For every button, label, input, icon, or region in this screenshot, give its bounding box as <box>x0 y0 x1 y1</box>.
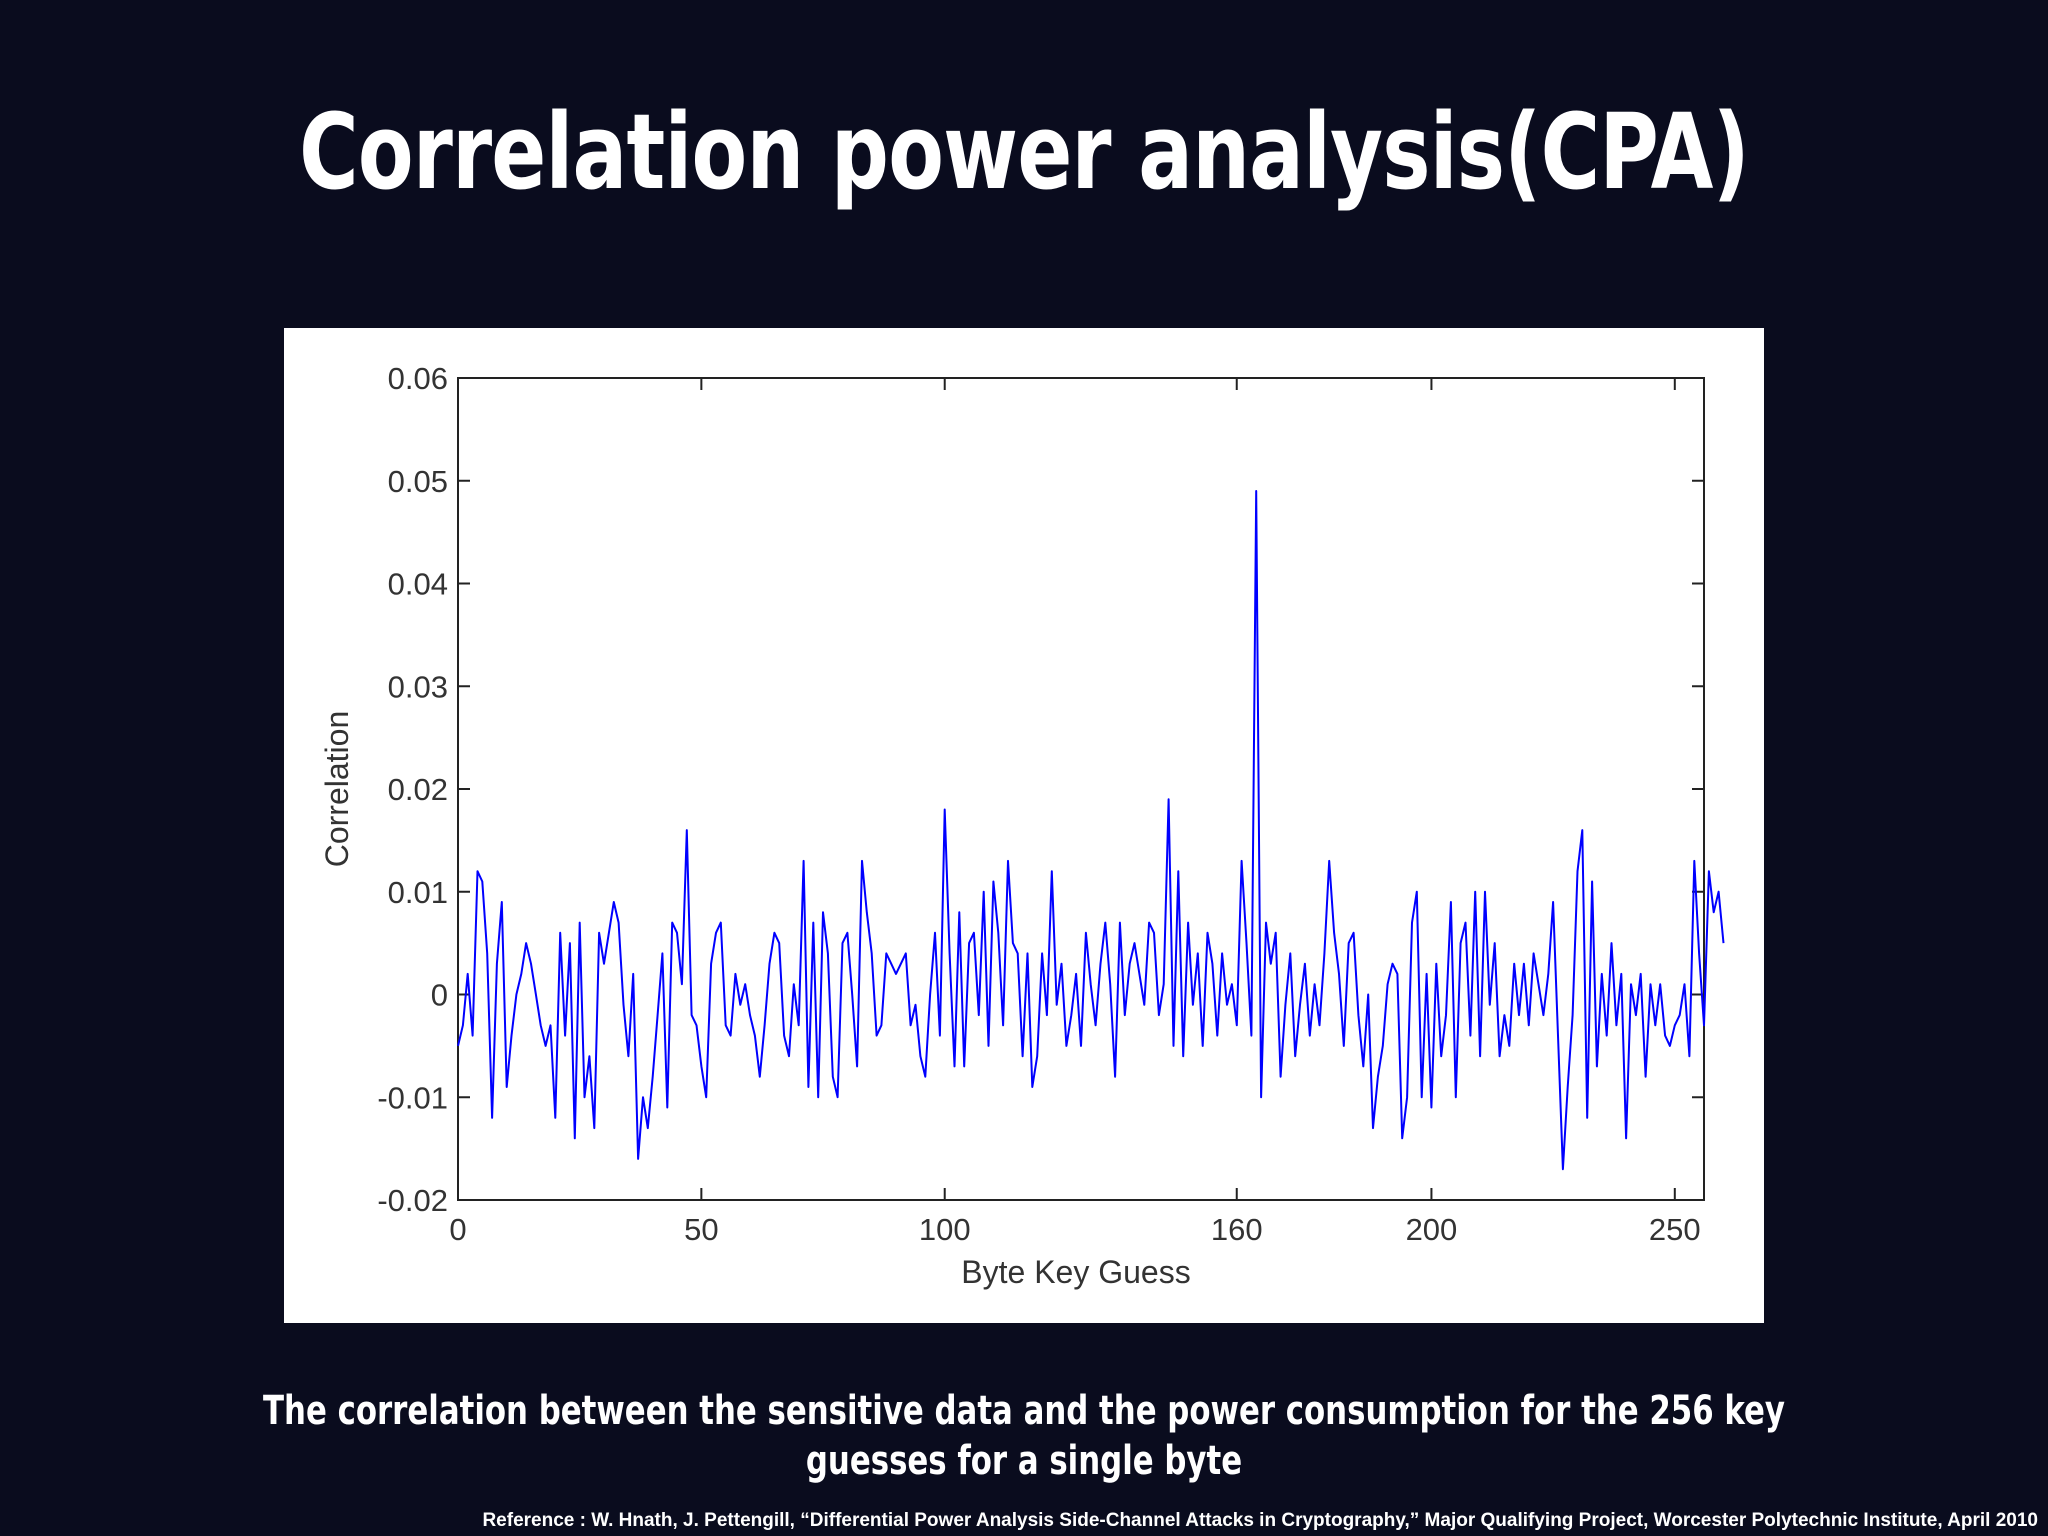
y-tick-label: -0.02 <box>377 1183 448 1218</box>
y-tick-label: 0.06 <box>388 361 448 396</box>
x-tick-label: 0 <box>449 1212 466 1247</box>
y-axis-label: Correlation <box>319 711 355 868</box>
slide-title: Correlation power analysis(CPA) <box>299 91 1750 213</box>
y-tick-label: 0.05 <box>388 464 448 499</box>
y-tick-label: -0.01 <box>377 1080 448 1115</box>
x-tick-label: 100 <box>919 1212 971 1247</box>
y-tick-label: 0.03 <box>388 669 448 704</box>
series-line-0 <box>457 490 1725 1171</box>
x-tick-label: 50 <box>684 1212 718 1247</box>
x-axis-ticks: 0 50 100 160 200 250 <box>449 378 1701 1247</box>
chart-frame: -0.02 -0.01 0 0.01 0.02 0.03 0.04 0.05 0.06 0 50 1… <box>284 328 1764 1323</box>
y-tick-label: 0.02 <box>388 772 448 807</box>
y-tick-label: 0.04 <box>388 567 448 602</box>
y-axis-ticks: -0.02 -0.01 0 0.01 0.02 0.03 0.04 0.05 0.06 <box>377 361 1704 1218</box>
plot-area <box>457 377 1705 1201</box>
y-tick-label: 0 <box>431 978 448 1013</box>
x-tick-label: 250 <box>1649 1212 1701 1247</box>
x-tick-label: 200 <box>1406 1212 1458 1247</box>
slide-caption: The correlation between the sensitive da… <box>263 1388 1785 1484</box>
y-tick-label: 0.01 <box>388 875 448 910</box>
series-layer <box>457 490 1725 1171</box>
x-tick-label: 160 <box>1211 1212 1263 1247</box>
reference-citation: Reference : W. Hnath, J. Pettengill, “Di… <box>482 1510 2038 1531</box>
correlation-chart: -0.02 -0.01 0 0.01 0.02 0.03 0.04 0.05 0.06 0 50 1… <box>319 361 1725 1290</box>
x-axis-label: Byte Key Guess <box>961 1254 1190 1290</box>
